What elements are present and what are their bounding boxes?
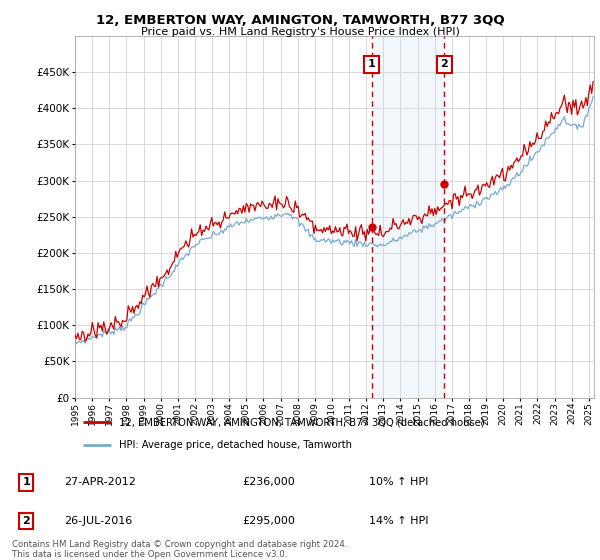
Text: 2: 2 <box>440 59 448 69</box>
Text: HPI: Average price, detached house, Tamworth: HPI: Average price, detached house, Tamw… <box>119 440 352 450</box>
Text: 2: 2 <box>23 516 30 526</box>
Text: Contains HM Land Registry data © Crown copyright and database right 2024.
This d: Contains HM Land Registry data © Crown c… <box>12 540 347 559</box>
Text: 12, EMBERTON WAY, AMINGTON, TAMWORTH, B77 3QQ (detached house): 12, EMBERTON WAY, AMINGTON, TAMWORTH, B7… <box>119 417 485 427</box>
Text: 14% ↑ HPI: 14% ↑ HPI <box>369 516 428 526</box>
Text: 26-JUL-2016: 26-JUL-2016 <box>64 516 132 526</box>
Text: 1: 1 <box>368 59 376 69</box>
Bar <box>371 36 445 398</box>
Text: £236,000: £236,000 <box>242 478 295 487</box>
Text: 10% ↑ HPI: 10% ↑ HPI <box>369 478 428 487</box>
Text: Price paid vs. HM Land Registry's House Price Index (HPI): Price paid vs. HM Land Registry's House … <box>140 27 460 37</box>
Text: 27-APR-2012: 27-APR-2012 <box>64 478 136 487</box>
Text: £295,000: £295,000 <box>242 516 295 526</box>
Text: 12, EMBERTON WAY, AMINGTON, TAMWORTH, B77 3QQ: 12, EMBERTON WAY, AMINGTON, TAMWORTH, B7… <box>95 14 505 27</box>
Text: 1: 1 <box>23 478 30 487</box>
